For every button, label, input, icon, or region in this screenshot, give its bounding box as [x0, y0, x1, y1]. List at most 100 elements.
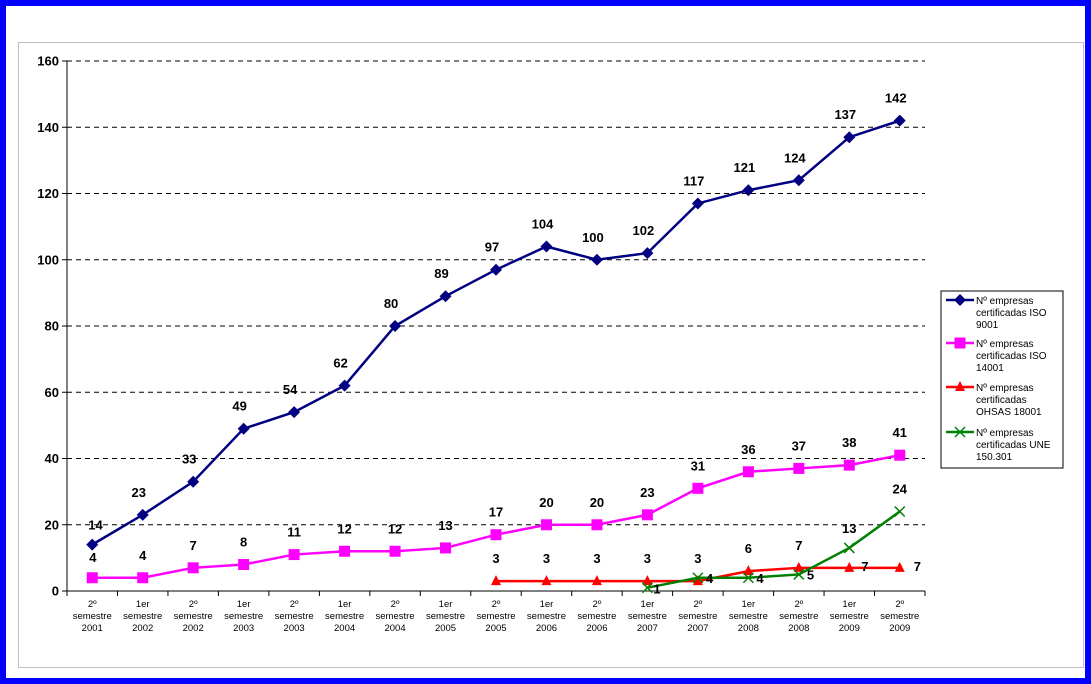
- marker-x-stroke: [843, 542, 855, 554]
- marker-x: [954, 426, 966, 438]
- x-tick-label: 2º semestre 2005: [476, 599, 515, 634]
- x-tick-label-line: 2001: [82, 623, 103, 634]
- data-label: 7: [190, 538, 197, 553]
- marker-triangle: [692, 575, 703, 586]
- data-label: 4: [706, 571, 714, 586]
- marker-diamond: [954, 294, 966, 306]
- data-label: 100: [582, 230, 604, 245]
- series-2: [86, 449, 906, 584]
- marker-diamond: [338, 379, 351, 392]
- series: [86, 114, 906, 594]
- series-3: [491, 561, 905, 586]
- series-4: [641, 505, 906, 594]
- marker-square: [954, 337, 966, 349]
- data-label: 7: [914, 559, 921, 574]
- x-tick-label-line: 2º: [391, 599, 400, 610]
- data-label: 121: [734, 160, 756, 175]
- data-label: 4: [89, 550, 97, 565]
- x-tick-label-line: semestre: [123, 611, 162, 622]
- legend-label-line: certificadas ISO: [976, 351, 1047, 362]
- x-tick-label-line: semestre: [376, 611, 415, 622]
- x-tick-label-line: 1er: [338, 599, 352, 610]
- marker-square: [389, 545, 401, 557]
- data-label: 4: [756, 571, 764, 586]
- marker-diamond: [540, 240, 553, 253]
- x-tick-label-line: 1er: [136, 599, 150, 610]
- marker-x: [641, 582, 653, 594]
- gridlines: [67, 60, 925, 526]
- y-tick-label: 160: [37, 54, 59, 69]
- marker-diamond: [439, 290, 452, 303]
- marker-square: [793, 462, 805, 474]
- marker-diamond: [691, 197, 704, 210]
- x-tick-label-line: 2º: [189, 599, 198, 610]
- x-tick-label-line: 2005: [485, 623, 506, 634]
- y-tick-label: 40: [45, 451, 59, 466]
- marker-square: [591, 519, 603, 531]
- marker-x-stroke: [793, 568, 805, 580]
- marker-square: [288, 549, 300, 561]
- x-tick-label: 1er semestre 2009: [830, 599, 869, 634]
- data-label: 54: [283, 382, 298, 397]
- marker-diamond: [742, 184, 755, 197]
- x-tick-label: 2º semestre 2006: [577, 599, 616, 634]
- marker-square: [742, 466, 754, 478]
- data-label: 12: [388, 521, 402, 536]
- x-tick-label-line: 2º: [794, 599, 803, 610]
- marker-triangle: [894, 561, 905, 572]
- x-tick-label-line: 2º: [693, 599, 702, 610]
- legend-label: Nº empresas certificadas ISO 9001: [976, 296, 1047, 331]
- data-label: 62: [333, 356, 347, 371]
- marker-triangle: [591, 575, 602, 586]
- data-label: 104: [532, 217, 554, 232]
- x-tick-label-line: 2009: [839, 623, 860, 634]
- x-tick-label: 1er semestre 2006: [527, 599, 566, 634]
- x-tick-label-line: semestre: [426, 611, 465, 622]
- data-label: 97: [485, 240, 499, 255]
- data-label: 80: [384, 296, 398, 311]
- x-tick-label-line: semestre: [325, 611, 364, 622]
- x-tick-label-line: 2º: [290, 599, 299, 610]
- marker-x: [894, 505, 906, 518]
- marker-diamond: [490, 263, 502, 276]
- data-label: 3: [492, 551, 499, 566]
- data-label: 12: [337, 521, 351, 536]
- legend-label-line: Nº empresas: [976, 383, 1034, 394]
- marker-square: [440, 542, 452, 554]
- marker-diamond: [389, 320, 402, 332]
- data-label: 102: [633, 223, 655, 238]
- data-label: 36: [741, 442, 755, 457]
- legend-label-line: 14001: [976, 363, 1004, 374]
- x-tick-label-line: semestre: [779, 611, 818, 622]
- marker-x-stroke: [894, 505, 906, 518]
- marker-diamond: [288, 406, 301, 419]
- x-tick-label-line: semestre: [73, 611, 112, 622]
- data-label: 49: [232, 399, 246, 414]
- x-tick-label-line: 2006: [536, 623, 557, 634]
- marker-square: [137, 572, 149, 584]
- x-tick-label-line: 2002: [183, 623, 204, 634]
- marker-x-stroke: [641, 582, 653, 594]
- marker-x-stroke: [742, 572, 754, 584]
- data-label: 23: [131, 485, 145, 500]
- x-tick-label: 1er semestre 2004: [325, 599, 364, 634]
- data-label: 14: [88, 518, 103, 533]
- data-label: 37: [792, 438, 806, 453]
- x-tick-label-line: 2º: [492, 599, 501, 610]
- legend-label: Nº empresas certificadas OHSAS 18001: [976, 383, 1042, 418]
- marker-square: [339, 545, 351, 557]
- marker-square: [86, 572, 98, 584]
- x-tick-label-line: 2009: [889, 623, 910, 634]
- x-tick-label: 1er semestre 2007: [628, 599, 667, 634]
- data-label: 23: [640, 485, 654, 500]
- legend-label-line: Nº empresas: [976, 428, 1034, 439]
- x-tick-label-line: 2008: [788, 623, 809, 634]
- data-label: 11: [287, 525, 301, 540]
- data-label: 5: [807, 567, 814, 582]
- x-tick-label-line: 1er: [641, 599, 655, 610]
- data-label: 8: [240, 535, 247, 550]
- x-tick-label-line: 1er: [741, 599, 755, 610]
- data-label: 6: [745, 541, 752, 556]
- marker-square: [894, 449, 906, 461]
